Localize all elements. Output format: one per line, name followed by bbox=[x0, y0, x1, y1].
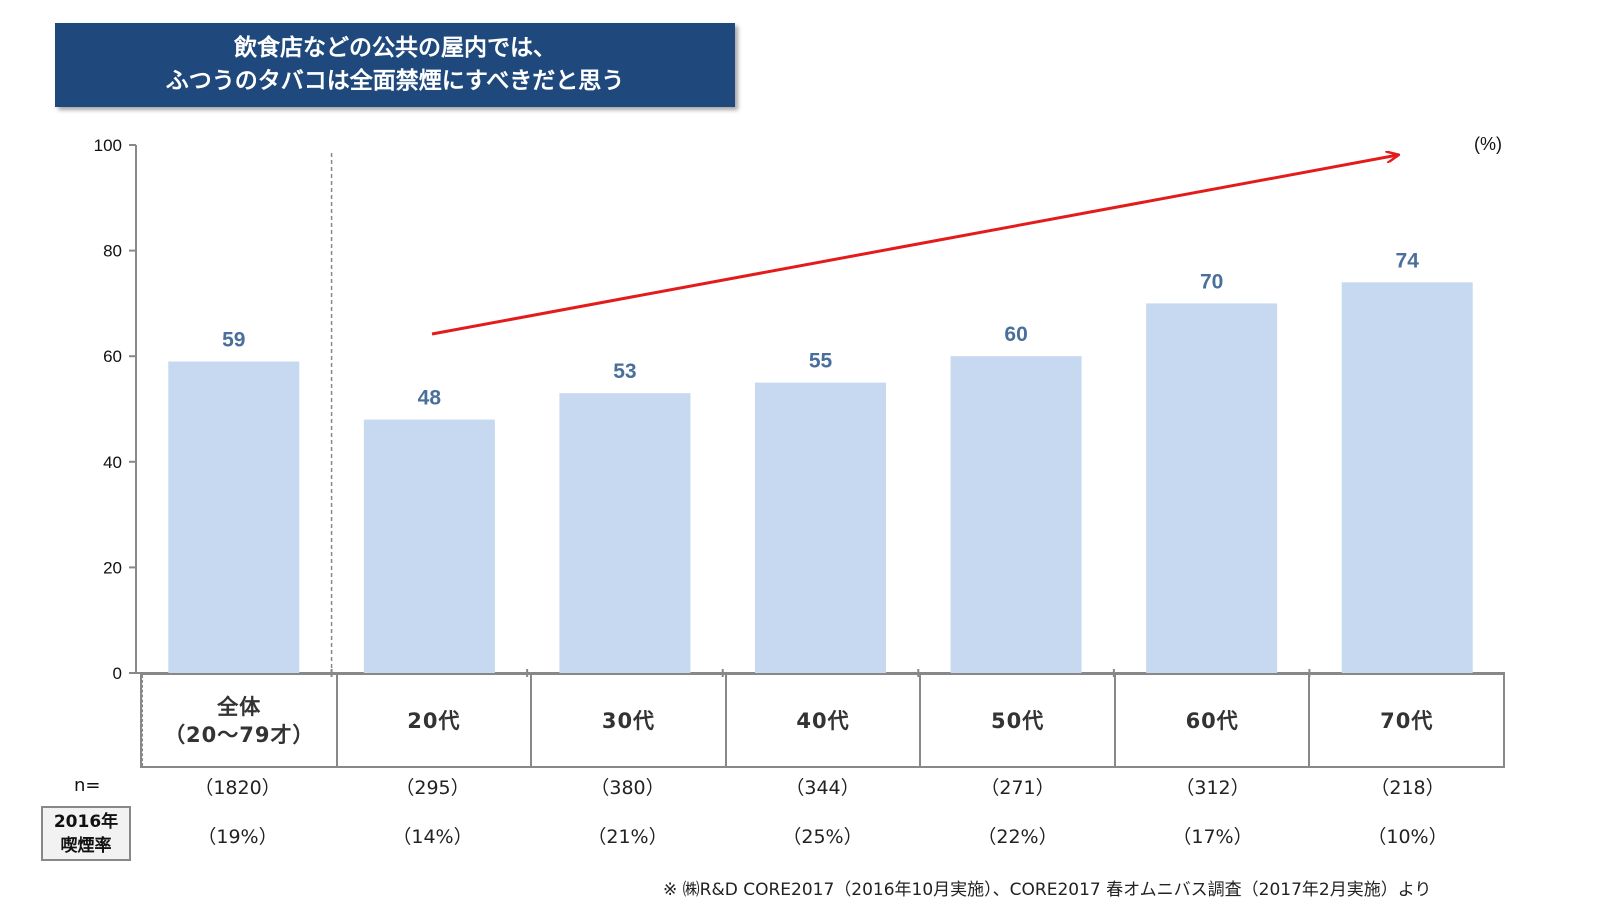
bar bbox=[754, 382, 887, 673]
smoking-rate-value: （10%） bbox=[1367, 826, 1448, 848]
category-cell: 20代 bbox=[335, 675, 531, 766]
category-label: 50代 bbox=[990, 708, 1045, 733]
sample-size-value: （344） bbox=[785, 777, 860, 799]
y-tick-label: 100 bbox=[94, 136, 122, 155]
bar bbox=[1146, 303, 1278, 673]
unit-label: (%) bbox=[1474, 134, 1502, 154]
bar-value-label: 59 bbox=[222, 328, 245, 351]
category-cell: 40代 bbox=[724, 675, 920, 766]
bar bbox=[559, 393, 691, 673]
bar-value-label: 53 bbox=[613, 360, 636, 383]
smoking-rate-label-year: 2016年 bbox=[53, 811, 119, 832]
category-label: 60代 bbox=[1185, 708, 1239, 733]
category-table: 全体 （20〜79才） 20代 30代 40代 50代 60代 70代 bbox=[140, 673, 1505, 768]
chart-title-line1: 飲食店などの公共の屋内では、 bbox=[234, 35, 556, 61]
bar-value-label: 55 bbox=[809, 350, 833, 373]
bar-value-label: 48 bbox=[418, 387, 442, 410]
sample-size-value: （295） bbox=[395, 777, 470, 799]
smoking-rate-row: （19%） （14%） （21%） （25%） （22%） （17%） （10%） bbox=[140, 822, 1505, 849]
smoking-rate-label: 2016年 喫煙率 bbox=[41, 806, 131, 861]
bar-value-label: 60 bbox=[1004, 323, 1027, 346]
category-label: 30代 bbox=[601, 708, 656, 733]
sample-size-value: （271） bbox=[980, 777, 1055, 799]
bar-value-label: 70 bbox=[1200, 270, 1223, 293]
n-label: n= bbox=[74, 775, 101, 796]
category-label: 70代 bbox=[1380, 708, 1434, 733]
category-cell: 70代 bbox=[1308, 675, 1503, 766]
bar-value-label: 74 bbox=[1396, 249, 1420, 272]
sample-size-value: （312） bbox=[1175, 777, 1250, 799]
source-footnote: ※ ㈱R&D CORE2017（2016年10月実施）、CORE2017 春オム… bbox=[663, 880, 1432, 900]
sample-size-value: （1820） bbox=[194, 777, 281, 799]
smoking-rate-value: （17%） bbox=[1172, 826, 1253, 848]
bar bbox=[363, 419, 495, 673]
category-cell: 50代 bbox=[919, 675, 1114, 766]
y-tick-label: 60 bbox=[103, 347, 122, 366]
bar-chart: 0 20 40 60 80 100 59 48 53 55 60 70 74 (%) bbox=[94, 134, 1505, 680]
smoking-rate-value: （14%） bbox=[392, 826, 473, 848]
chart-title-line2: ふつうのタバコは全面禁煙にすべきだと思う bbox=[165, 68, 625, 94]
n-row: （1820） （295） （380） （344） （271） （312） （218） bbox=[140, 773, 1505, 800]
category-label: 全体 bbox=[217, 694, 262, 719]
smoking-rate-value: （22%） bbox=[977, 826, 1058, 848]
bar bbox=[950, 356, 1082, 673]
trend-arrow bbox=[431, 155, 1398, 336]
smoking-rate-value: （19%） bbox=[197, 826, 278, 848]
category-cell: 60代 bbox=[1113, 675, 1309, 766]
y-tick-label: 40 bbox=[103, 453, 122, 472]
sample-size-value: （380） bbox=[590, 777, 665, 799]
chart-title-box: 飲食店などの公共の屋内では、 ふつうのタバコは全面禁煙にすべきだと思う bbox=[55, 23, 735, 107]
bar bbox=[168, 361, 300, 673]
smoking-rate-value: （21%） bbox=[587, 826, 668, 848]
smoking-rate-value: （25%） bbox=[782, 826, 863, 848]
category-cell: 全体 （20〜79才） bbox=[142, 675, 336, 766]
y-tick-label: 0 bbox=[113, 664, 122, 680]
category-sublabel: （20〜79才） bbox=[164, 722, 315, 747]
sample-size-value: （218） bbox=[1370, 777, 1445, 799]
y-tick-label: 80 bbox=[103, 242, 122, 261]
category-cell: 30代 bbox=[530, 675, 725, 766]
category-label: 20代 bbox=[407, 708, 461, 733]
category-label: 40代 bbox=[796, 708, 850, 733]
bar bbox=[1341, 282, 1473, 673]
y-tick-label: 20 bbox=[103, 558, 122, 577]
smoking-rate-label-text: 喫煙率 bbox=[60, 835, 112, 856]
